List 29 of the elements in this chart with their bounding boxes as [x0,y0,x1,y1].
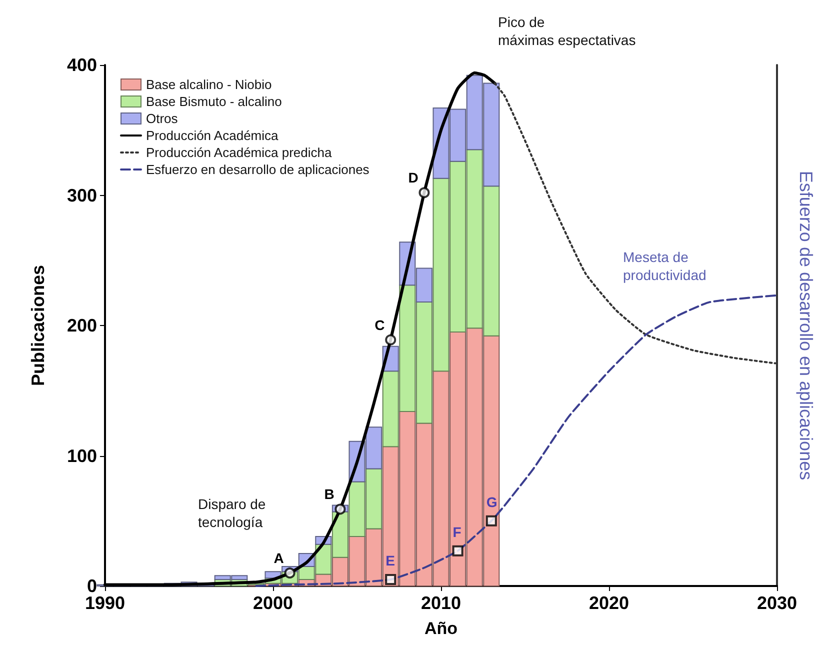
x-tick-label: 2020 [588,593,630,613]
x-tick-label: 2010 [420,593,462,613]
annotation: D [408,170,418,186]
annotation: Disparo de tecnología [198,496,266,530]
y-tick-label: 200 [66,316,97,336]
legend-label: Base alcalino - Niobio [146,77,272,92]
annotation: F [452,524,462,540]
annotation: B [324,486,334,502]
annotation: C [374,316,385,333]
text: Pico de máximas espectativas [498,14,636,48]
annotation: G [486,494,498,510]
x-tick-label: 1990 [84,593,126,613]
legend-label: Esfuerzo en desarrollo de aplicaciones [146,162,370,177]
legend-label: Base Bismuto - alcalino [146,94,282,109]
annotation: Meseta de productividad [623,249,706,283]
y-tick-label: 400 [66,55,97,75]
legend-label: Producción Académica [146,128,280,143]
x-axis-title: Año [424,619,458,638]
y-tick-label: 300 [66,185,97,206]
y-tick-label: 100 [66,446,97,466]
x-tick-label: 2000 [252,593,294,613]
x-tick-label: 2030 [756,593,798,613]
y-tick-label: 0 [86,576,97,596]
annotation: E [386,552,395,568]
legend-label: Producción Académica predicha [146,145,332,160]
annotation: A [274,550,284,566]
y2-axis-title: Esfuerzo de desarrollo en aplicaciones [796,170,816,480]
legend-label: Otros [146,111,178,126]
y-axis-title: Publicaciones [28,264,48,386]
